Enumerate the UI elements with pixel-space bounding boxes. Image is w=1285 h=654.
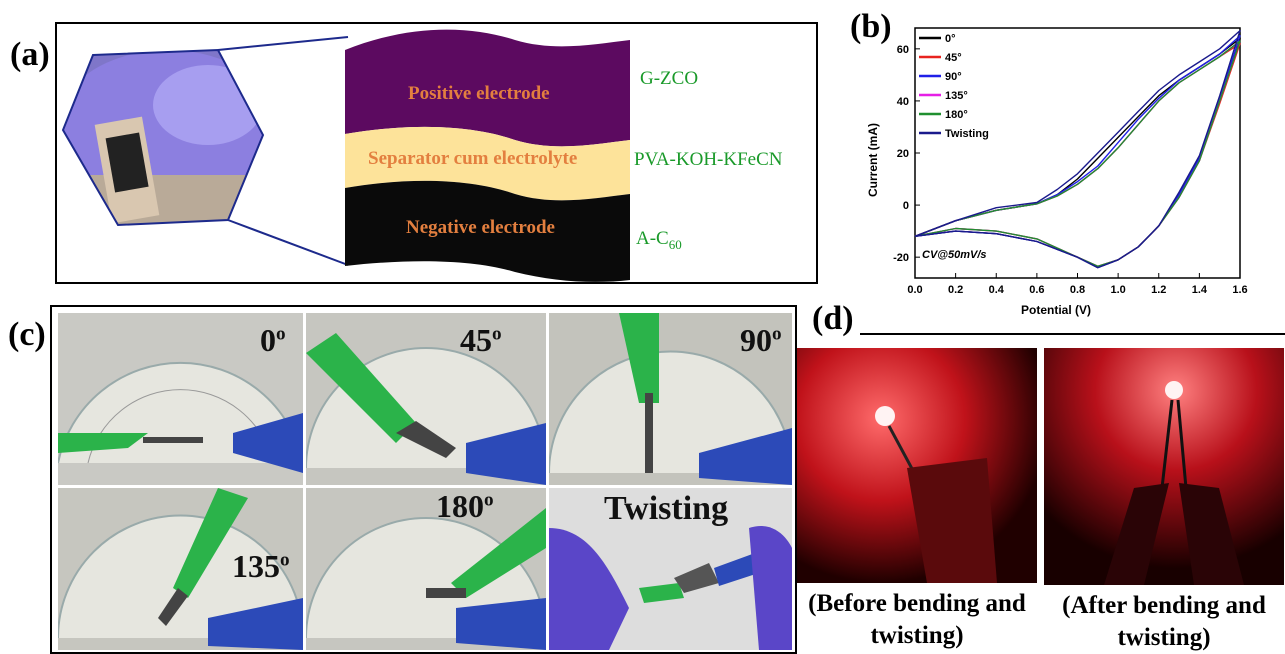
degree-superscript: o: [492, 323, 502, 345]
panel-d-rule: [860, 333, 1285, 335]
x-tick-label: 1.4: [1192, 284, 1208, 296]
bending-photo-135: [58, 488, 303, 650]
panel-b-label: (b): [850, 8, 892, 45]
panel-c-label: (c): [8, 316, 46, 353]
legend-label-4: 180°: [945, 109, 968, 121]
caption-before: (Before bending and twisting): [797, 588, 1037, 652]
x-tick-label: 0.6: [1029, 284, 1044, 296]
positive-electrode-label: Positive electrode: [408, 83, 550, 104]
caption-before-line2: twisting): [870, 622, 964, 649]
legend-label-3: 135°: [945, 90, 968, 102]
degree-superscript: o: [772, 323, 782, 345]
plot-frame: [914, 27, 1241, 279]
glove-photo: [61, 36, 349, 266]
cv-curve-4: [914, 40, 1241, 267]
panel-a-frame: [55, 22, 818, 284]
separator-label: Separator cum electrolyte: [368, 148, 578, 169]
caption-after-line1: (After bending and: [1062, 592, 1266, 619]
twisting-label: Twisting: [604, 490, 729, 527]
led-photo-after: [1044, 348, 1284, 585]
panel-c-frame: [50, 305, 797, 654]
bending-photo-90: [549, 313, 792, 485]
panel-a-label: (a): [10, 36, 50, 73]
y-tick-label: 40: [897, 96, 909, 108]
cv-annotation: CV@50mV/s: [922, 249, 987, 261]
caption-after-line2: twisting): [1117, 624, 1211, 651]
angle-label-45: 45o: [460, 322, 502, 358]
cv-chart: Current (mA) Potential (V) CV@50mV/s 0.0…: [866, 27, 1248, 317]
degree-superscript: o: [276, 323, 286, 345]
negative-electrode-label: Negative electrode: [406, 217, 555, 238]
angle-label-135: 135o: [232, 548, 290, 584]
angle-label-90: 90o: [740, 322, 782, 358]
caption-before-line1: (Before bending and: [808, 590, 1026, 617]
y-tick-label: 20: [897, 148, 909, 160]
legend-label-5: Twisting: [945, 128, 989, 140]
twisting-photo: [549, 488, 792, 650]
legend-label-1: 45°: [945, 52, 962, 64]
cv-curve-1: [914, 42, 1241, 267]
ac60-base: A-C: [636, 228, 669, 249]
angle-label-0: 0o: [260, 322, 286, 358]
pva-koh-label: PVA-KOH-KFeCN: [634, 149, 783, 170]
degree-superscript: o: [280, 549, 290, 571]
y-tick-label: 60: [897, 44, 909, 56]
ac60-subscript: 60: [668, 236, 682, 252]
supercapacitor-layer-diagram: [345, 29, 630, 282]
x-tick-label: 0.0: [907, 284, 922, 296]
led-photo-before: [797, 348, 1037, 583]
bending-photo-0: [58, 313, 303, 485]
ac60-label: A-C60: [636, 228, 682, 253]
negative-electrode-layer: [345, 180, 630, 282]
y-tick-label: 0: [903, 200, 909, 212]
x-tick-label: 1.2: [1151, 284, 1166, 296]
y-axis-title: Current (mA): [866, 123, 880, 197]
x-tick-label: 0.4: [989, 284, 1005, 296]
y-tick-label: -20: [893, 252, 909, 264]
x-axis-title: Potential (V): [1021, 303, 1091, 317]
x-tick-label: 0.8: [1070, 284, 1085, 296]
g-zco-label: G-ZCO: [640, 68, 699, 89]
panel-d-label: (d): [812, 300, 854, 337]
angle-label-180: 180o: [436, 488, 494, 524]
cv-curve-2: [914, 35, 1241, 269]
bending-photo-180: [306, 488, 546, 650]
x-tick-label: 0.2: [948, 284, 963, 296]
separator-layer: [345, 126, 630, 201]
x-tick-label: 1.6: [1232, 284, 1247, 296]
cv-curve-5: [914, 29, 1241, 269]
degree-superscript: o: [484, 489, 494, 511]
legend-label-2: 90°: [945, 71, 962, 83]
positive-electrode-layer: [345, 29, 630, 147]
bending-photo-45: [306, 313, 546, 485]
caption-after: (After bending and twisting): [1044, 590, 1284, 654]
legend-label-0: 0°: [945, 33, 956, 45]
x-tick-label: 1.0: [1110, 284, 1125, 296]
